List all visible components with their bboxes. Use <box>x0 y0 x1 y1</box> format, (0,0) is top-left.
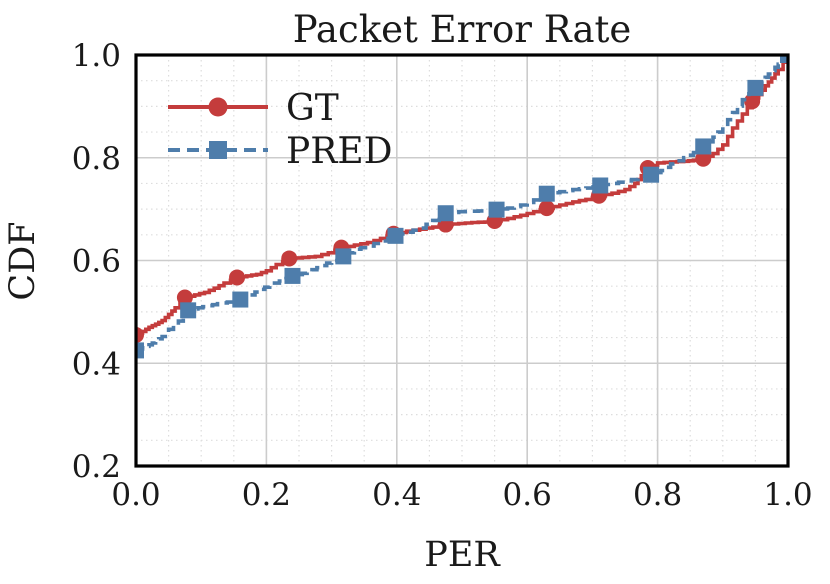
chart-title: Packet Error Rate <box>293 8 632 51</box>
legend-pred-square-marker-icon <box>209 141 227 159</box>
pred-data-marker <box>387 227 404 244</box>
pred-data-marker <box>136 342 144 359</box>
pred-data-marker <box>284 267 301 284</box>
x-tick-label: 0.2 <box>242 477 291 513</box>
y-tick-labels: 0.2 0.4 0.6 0.8 1.0 <box>72 38 121 485</box>
pred-data-marker <box>643 166 660 183</box>
gt-data-marker <box>538 200 555 217</box>
x-tick-labels: 0.0 0.2 0.4 0.6 0.8 1.0 <box>111 477 812 513</box>
x-axis-label: PER <box>424 535 501 575</box>
pred-data-marker <box>232 291 249 308</box>
x-tick-label: 0.4 <box>372 477 421 513</box>
y-tick-label: 0.2 <box>72 449 121 485</box>
gt-data-marker <box>176 289 193 306</box>
series-pred <box>136 55 788 359</box>
pred-data-marker <box>437 205 454 222</box>
pred-data-marker <box>695 138 712 155</box>
pred-data-marker <box>538 185 555 202</box>
x-tick-label: 0.0 <box>111 477 160 513</box>
axes-frame <box>134 53 790 468</box>
x-tick-label: 0.6 <box>503 477 552 513</box>
y-tick-label: 1.0 <box>72 38 121 74</box>
x-tick-label: 0.8 <box>633 477 682 513</box>
legend: GT PRED <box>168 88 392 172</box>
pred-data-marker <box>747 79 764 96</box>
gt-data-marker <box>229 269 246 286</box>
gt-data-marker <box>744 93 761 110</box>
y-tick-label: 0.4 <box>72 346 121 382</box>
gt-data-marker <box>695 150 712 167</box>
y-axis-label: CDF <box>3 221 43 300</box>
y-tick-label: 0.6 <box>72 244 121 280</box>
series-layer <box>136 55 788 359</box>
legend-item-gt: GT <box>168 88 339 129</box>
pred-data-marker <box>592 177 609 194</box>
x-tick-label: 1.0 <box>763 477 812 513</box>
legend-gt-label: GT <box>286 88 339 129</box>
gt-data-marker <box>136 326 144 343</box>
pred-data-marker <box>335 248 352 265</box>
pred-data-marker <box>780 55 788 63</box>
gt-data-marker <box>281 250 298 267</box>
legend-gt-circle-marker-icon <box>208 97 228 117</box>
legend-pred-label: PRED <box>286 131 392 172</box>
pred-data-marker <box>488 201 505 218</box>
pred-data-marker <box>180 302 197 319</box>
legend-item-pred: PRED <box>168 131 392 172</box>
major-gridlines <box>136 55 788 466</box>
y-tick-label: 0.8 <box>72 141 121 177</box>
